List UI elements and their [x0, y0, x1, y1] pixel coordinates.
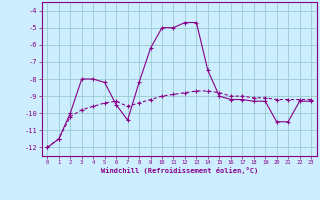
X-axis label: Windchill (Refroidissement éolien,°C): Windchill (Refroidissement éolien,°C) [100, 167, 258, 174]
